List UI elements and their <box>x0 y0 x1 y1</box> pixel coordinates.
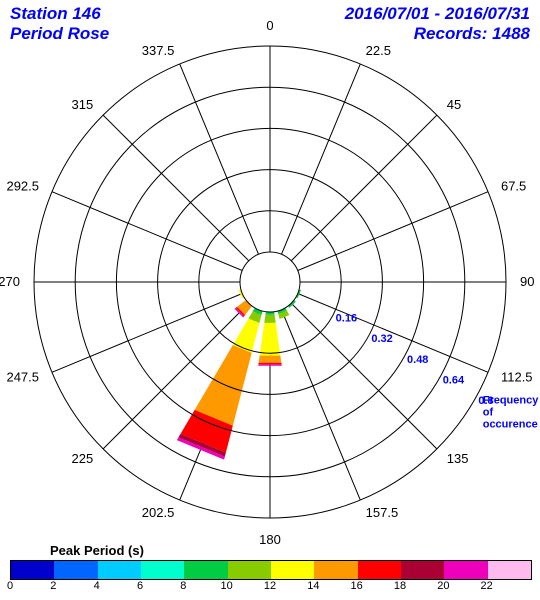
svg-text:0.48: 0.48 <box>407 354 428 366</box>
colorbar-segment <box>184 561 227 579</box>
colorbar-tick: 10 <box>221 580 233 592</box>
colorbar-tick: 22 <box>481 580 493 592</box>
colorbar-segment <box>488 561 531 579</box>
colorbar-bar <box>10 560 532 580</box>
colorbar-title: Peak Period (s) <box>50 543 530 558</box>
svg-text:90: 90 <box>520 274 534 289</box>
svg-text:67.5: 67.5 <box>501 178 526 193</box>
colorbar-segment <box>54 561 97 579</box>
svg-text:Frequency: Frequency <box>483 394 540 406</box>
rose-chart: 022.54567.590112.5135157.5180202.5225247… <box>0 0 540 545</box>
svg-text:0.32: 0.32 <box>371 333 392 345</box>
svg-text:22.5: 22.5 <box>366 43 391 58</box>
colorbar-tick: 4 <box>94 580 100 592</box>
colorbar-segment <box>141 561 184 579</box>
colorbar-tick: 16 <box>351 580 363 592</box>
colorbar-tick: 20 <box>437 580 449 592</box>
colorbar-tick: 8 <box>180 580 186 592</box>
colorbar-tick: 18 <box>394 580 406 592</box>
svg-text:0: 0 <box>266 18 273 33</box>
svg-text:of: of <box>483 406 494 418</box>
colorbar-tick: 14 <box>307 580 319 592</box>
svg-text:337.5: 337.5 <box>142 43 175 58</box>
colorbar-segment <box>314 561 357 579</box>
svg-text:occurence: occurence <box>483 418 538 430</box>
chart-container: Station 146 Period Rose 2016/07/01 - 201… <box>0 0 540 600</box>
svg-text:292.5: 292.5 <box>6 178 39 193</box>
svg-text:0.64: 0.64 <box>443 374 465 386</box>
colorbar-segment <box>11 561 54 579</box>
svg-text:0.16: 0.16 <box>336 313 357 325</box>
svg-text:202.5: 202.5 <box>142 505 175 520</box>
svg-text:135: 135 <box>447 451 469 466</box>
svg-text:247.5: 247.5 <box>6 370 39 385</box>
colorbar-segment <box>358 561 401 579</box>
colorbar-segment <box>228 561 271 579</box>
svg-text:225: 225 <box>72 451 94 466</box>
colorbar-segment <box>98 561 141 579</box>
colorbar-ticks: 0 2 4 6 8 10 12 14 16 18 20 22 <box>10 580 530 594</box>
colorbar-segment <box>401 561 444 579</box>
colorbar: Peak Period (s) 0 2 4 6 8 10 12 14 16 18 20 22 <box>10 543 530 594</box>
colorbar-segment <box>271 561 314 579</box>
svg-text:45: 45 <box>447 97 461 112</box>
colorbar-tick: 0 <box>7 580 13 592</box>
svg-text:157.5: 157.5 <box>366 505 399 520</box>
colorbar-tick: 12 <box>264 580 276 592</box>
colorbar-tick: 6 <box>137 580 143 592</box>
svg-text:112.5: 112.5 <box>501 370 533 385</box>
colorbar-segment <box>444 561 487 579</box>
svg-text:315: 315 <box>72 97 94 112</box>
colorbar-tick: 2 <box>50 580 56 592</box>
svg-text:270: 270 <box>0 274 20 289</box>
